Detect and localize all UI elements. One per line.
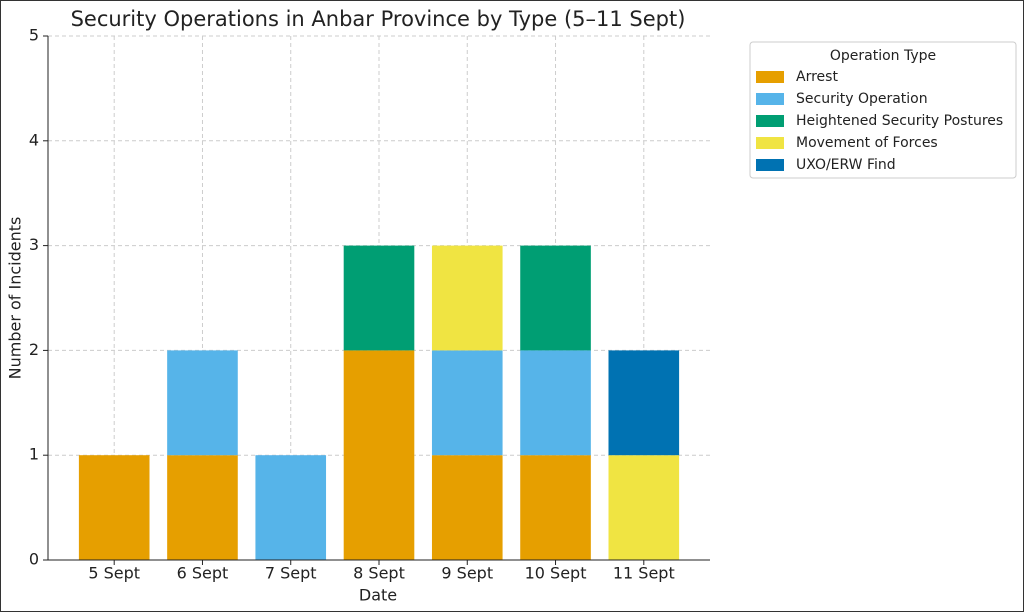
bar-segment	[431, 245, 503, 351]
y-tick-label: 2	[29, 340, 39, 359]
legend-label: Movement of Forces	[796, 135, 938, 151]
legend: Operation Type Arrest Security Operation H…	[749, 41, 1017, 179]
axes: 0 1 2 3 4 5 5 Sept 6 Sept 7 Sept 8 Sept 9 Sept 10 S…	[29, 26, 710, 583]
y-tick-label: 3	[29, 235, 39, 254]
legend-swatch	[756, 159, 784, 171]
chart-title: Security Operations in Anbar Province by…	[71, 7, 686, 31]
y-tick-label: 5	[29, 26, 39, 45]
bar-segment	[78, 455, 150, 560]
x-tick-label: 7 Sept	[265, 564, 317, 583]
legend-label: UXO/ERW Find	[796, 157, 896, 173]
legend-swatch	[756, 93, 784, 105]
bar-segment	[167, 350, 238, 456]
bar-segment	[608, 455, 680, 560]
y-tick-label: 4	[29, 130, 39, 149]
bar-segment	[431, 350, 503, 456]
bar-segment	[520, 245, 591, 351]
x-tick-label: 9 Sept	[441, 564, 493, 583]
bar-segment	[520, 455, 591, 560]
bar-segment	[343, 245, 415, 351]
bar-segment	[255, 455, 327, 560]
x-tick-label: 10 Sept	[525, 564, 587, 583]
legend-label: Heightened Security Postures	[796, 113, 1003, 129]
y-tick-label: 1	[29, 445, 39, 464]
legend-swatch	[756, 115, 784, 127]
x-tick-label: 5 Sept	[88, 564, 140, 583]
legend-box	[749, 41, 1017, 179]
x-tick-label: 8 Sept	[353, 564, 405, 583]
y-tick-label: 0	[29, 550, 39, 569]
bar-segment	[167, 455, 238, 560]
x-tick-label: 6 Sept	[177, 564, 229, 583]
bar-segment	[608, 350, 680, 456]
legend-title: Operation Type	[830, 48, 936, 64]
legend-swatch	[756, 71, 784, 83]
x-axis-label: Date	[359, 586, 397, 605]
bar-segment	[520, 350, 591, 456]
legend-label: Security Operation	[796, 91, 928, 107]
x-tick-label: 11 Sept	[613, 564, 675, 583]
bar-segment	[343, 350, 415, 560]
bar-segment	[431, 455, 503, 560]
bars	[78, 245, 680, 560]
y-axis-label: Number of Incidents	[6, 217, 25, 380]
legend-swatch	[756, 137, 784, 149]
legend-label: Arrest	[796, 69, 838, 85]
